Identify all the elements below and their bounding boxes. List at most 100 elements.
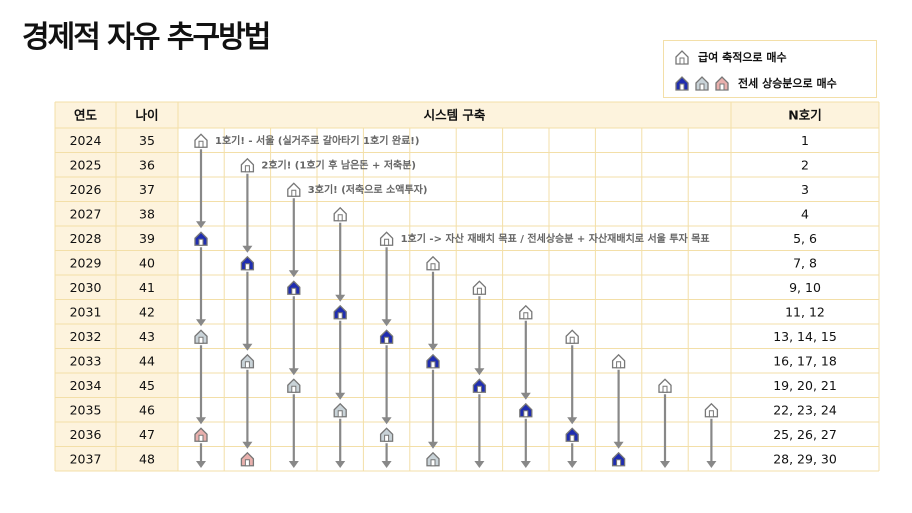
house-icon-blue	[240, 255, 255, 271]
house-icon-blue	[611, 451, 626, 467]
arrow-head	[196, 221, 206, 229]
house-icon-blue	[426, 353, 440, 369]
house-icon-gray	[287, 378, 301, 393]
cell-age: 42	[139, 304, 155, 319]
cell-age: 45	[139, 378, 155, 393]
cell-year: 2029	[70, 255, 102, 270]
house-icon-blue	[333, 304, 347, 320]
arrow-head	[242, 245, 253, 253]
plan-note: 1호기! - 서울 (실거주로 갈아타기 1호기 완료!)	[215, 134, 419, 147]
arrow-head	[660, 461, 670, 468]
arrow-head	[474, 461, 485, 468]
house-icon-gray	[426, 451, 440, 467]
cell-count: 25, 26, 27	[773, 427, 837, 442]
page-title: 경제적 자유 추구방법	[22, 20, 271, 55]
house-icon-gray	[240, 353, 255, 369]
house-icon	[426, 255, 440, 271]
arrow-head	[335, 461, 346, 468]
cell-year: 2035	[70, 402, 102, 417]
legend-equity: 전세 상승분으로 매수	[674, 73, 837, 93]
arrow-head	[242, 343, 253, 351]
arrow-head	[196, 417, 206, 425]
cell-age: 48	[139, 451, 155, 466]
cell-year: 2027	[70, 206, 102, 221]
house-icon	[565, 329, 579, 344]
cell-year: 2030	[70, 280, 102, 295]
cell-age: 39	[139, 231, 155, 246]
plan-note: 2호기! (1호기 후 남은돈 + 저축분)	[261, 158, 416, 171]
arrow-head	[567, 461, 578, 468]
house-icon	[611, 353, 626, 369]
arrow-head	[196, 319, 206, 327]
house-icon	[240, 157, 255, 173]
house-icon-blue	[565, 427, 579, 442]
cell-year: 2025	[70, 157, 102, 172]
cell-count: 13, 14, 15	[773, 329, 837, 344]
arrow-head	[428, 343, 438, 351]
cell-count: 2	[801, 157, 809, 172]
house-icon-blue	[675, 76, 689, 91]
house-icon	[287, 182, 301, 197]
cell-age: 43	[139, 329, 155, 344]
house-icon-gray	[379, 427, 394, 442]
arrow-head	[428, 441, 438, 449]
legend: 급여 축적으로 매수 전세 상승분으로 매수	[663, 40, 877, 98]
cell-year: 2032	[70, 329, 102, 344]
header-count: N호기	[788, 108, 821, 123]
house-icon	[658, 378, 672, 393]
cell-age: 38	[139, 206, 155, 221]
cell-count: 16, 17, 18	[773, 353, 837, 368]
cell-age: 46	[139, 402, 155, 417]
cell-year: 2031	[70, 304, 102, 319]
arrow-head	[242, 441, 253, 449]
house-icon-blue	[287, 280, 301, 295]
house-icon-blue	[519, 402, 533, 418]
cell-age: 37	[139, 182, 155, 197]
cell-count: 11, 12	[785, 304, 825, 319]
arrow-head	[288, 461, 299, 468]
house-icon-blue	[472, 378, 487, 393]
arrow-head	[706, 461, 717, 468]
cell-year: 2034	[70, 378, 102, 393]
house-icon-red	[715, 76, 729, 91]
house-icon-blue	[379, 329, 394, 344]
cell-count: 28, 29, 30	[773, 451, 837, 466]
house-icon	[333, 206, 347, 222]
arrow-head	[335, 392, 346, 400]
cell-count: 3	[801, 182, 809, 197]
cell-count: 5, 6	[793, 231, 817, 246]
house-icon-gray	[194, 329, 208, 344]
plan-note: 3호기! (저축으로 소액투자)	[308, 183, 428, 196]
cell-count: 1	[801, 133, 809, 148]
house-icon-blue	[194, 231, 208, 246]
arrow-head	[381, 461, 392, 468]
house-icon	[194, 133, 208, 148]
house-icon-gray	[695, 76, 709, 91]
cell-count: 9, 10	[789, 280, 821, 295]
header-row-bg	[55, 102, 879, 128]
house-icon	[704, 402, 719, 418]
cell-year: 2036	[70, 427, 102, 442]
arrow-head	[335, 294, 346, 302]
cell-year: 2033	[70, 353, 102, 368]
arrow-head	[196, 461, 206, 468]
arrow-head	[613, 441, 624, 449]
house-icon	[379, 231, 394, 246]
house-icon-red	[194, 427, 208, 442]
cell-age: 44	[139, 353, 155, 368]
arrow-head	[288, 270, 299, 278]
arrow-head	[288, 368, 299, 376]
header-system: 시스템 구축	[424, 108, 486, 123]
house-icon	[472, 280, 487, 295]
header-age: 나이	[135, 108, 158, 123]
legend-salary-label: 급여 축적으로 매수	[698, 51, 787, 64]
cell-age: 41	[139, 280, 155, 295]
arrow-head	[381, 417, 392, 425]
cell-count: 22, 23, 24	[773, 402, 837, 417]
arrow-head	[381, 319, 392, 327]
header-year: 연도	[74, 108, 98, 123]
cell-age: 40	[139, 255, 155, 270]
cell-age: 47	[139, 427, 155, 442]
arrow-head	[474, 368, 485, 376]
cell-count: 19, 20, 21	[773, 378, 837, 393]
